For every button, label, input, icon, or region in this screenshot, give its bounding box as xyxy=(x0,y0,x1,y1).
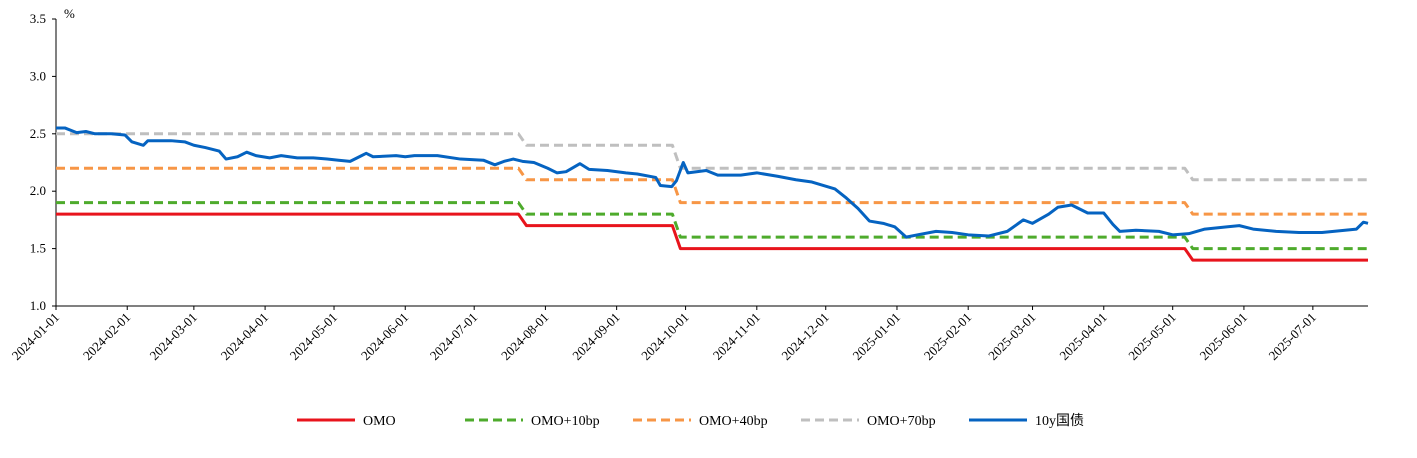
x-tick-label: 2024-11-01 xyxy=(710,310,763,363)
x-tick-label: 2024-09-01 xyxy=(569,310,623,364)
x-tick-label: 2025-07-01 xyxy=(1265,310,1319,364)
x-tick-label: 2025-02-01 xyxy=(921,310,975,364)
x-tick-label: 2025-06-01 xyxy=(1197,310,1251,364)
y-tick-label: 3.5 xyxy=(30,11,46,26)
y-tick-label: 3.0 xyxy=(30,68,46,83)
y-tick-label: 2.0 xyxy=(30,183,46,198)
x-tick-label: 2024-08-01 xyxy=(498,310,552,364)
x-tick-label: 2025-04-01 xyxy=(1056,310,1110,364)
series-line-2 xyxy=(56,166,1368,216)
x-tick-label: 2025-01-01 xyxy=(850,310,904,364)
x-tick-label: 2024-10-01 xyxy=(638,310,692,364)
legend-label: OMO+70bp xyxy=(867,414,936,429)
x-tick-label: 2024-12-01 xyxy=(778,310,832,364)
x-tick-label: 2025-03-01 xyxy=(985,310,1039,364)
legend-label: OMO xyxy=(363,414,396,429)
x-tick-label: 2024-06-01 xyxy=(358,310,412,364)
x-tick-label: 2024-05-01 xyxy=(287,310,341,364)
series-line-3 xyxy=(56,132,1368,182)
series-line-1 xyxy=(56,201,1368,251)
x-tick-label: 2024-07-01 xyxy=(427,310,481,364)
y-tick-label: 2.5 xyxy=(30,126,46,141)
legend-label: OMO+40bp xyxy=(699,414,768,429)
x-tick-label: 2024-02-01 xyxy=(80,310,134,364)
x-tick-label: 2024-01-01 xyxy=(9,310,63,364)
x-tick-label: 2025-05-01 xyxy=(1125,310,1179,364)
legend-label: 10y国债 xyxy=(1035,413,1084,429)
y-tick-label: 1.0 xyxy=(30,298,46,313)
x-tick-label: 2024-03-01 xyxy=(146,310,200,364)
legend-label: OMO+10bp xyxy=(531,414,600,429)
y-axis-unit-label: % xyxy=(64,6,75,21)
y-tick-label: 1.5 xyxy=(30,241,46,256)
x-tick-label: 2024-04-01 xyxy=(218,310,272,364)
series-line-0 xyxy=(56,212,1368,262)
series-line-4 xyxy=(56,126,1369,239)
